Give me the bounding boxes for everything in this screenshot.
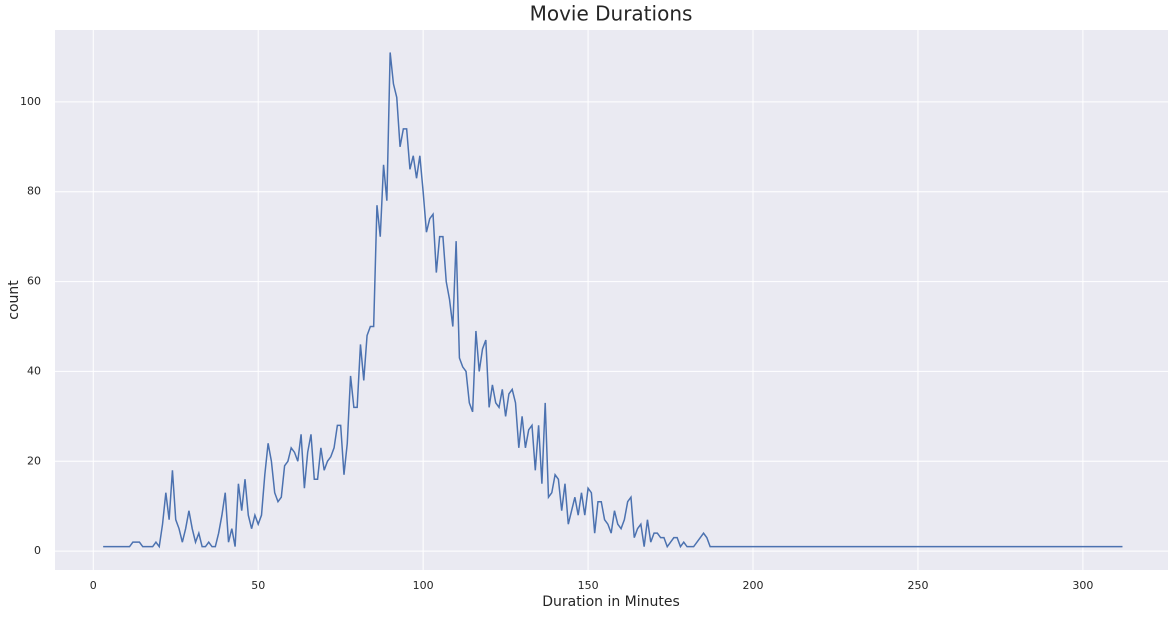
x-tick-label: 250 — [907, 579, 928, 592]
y-tick-label: 40 — [27, 364, 41, 377]
y-axis-label: count — [6, 280, 22, 320]
y-tick-label: 20 — [27, 454, 41, 467]
plot-area — [55, 30, 1168, 570]
x-axis-label: Duration in Minutes — [542, 594, 680, 610]
x-tick-label: 50 — [251, 579, 265, 592]
x-tick-label: 150 — [578, 579, 599, 592]
x-tick-label: 100 — [413, 579, 434, 592]
data-line — [103, 52, 1123, 549]
y-tick-label: 80 — [27, 185, 41, 198]
x-tick-label: 300 — [1072, 579, 1093, 592]
x-tick-label: 0 — [90, 579, 97, 592]
chart-title: Movie Durations — [530, 2, 693, 26]
y-tick-label: 60 — [27, 275, 41, 288]
x-tick-label: 200 — [743, 579, 764, 592]
y-tick-label: 0 — [34, 544, 41, 557]
y-tick-label: 100 — [20, 95, 41, 108]
